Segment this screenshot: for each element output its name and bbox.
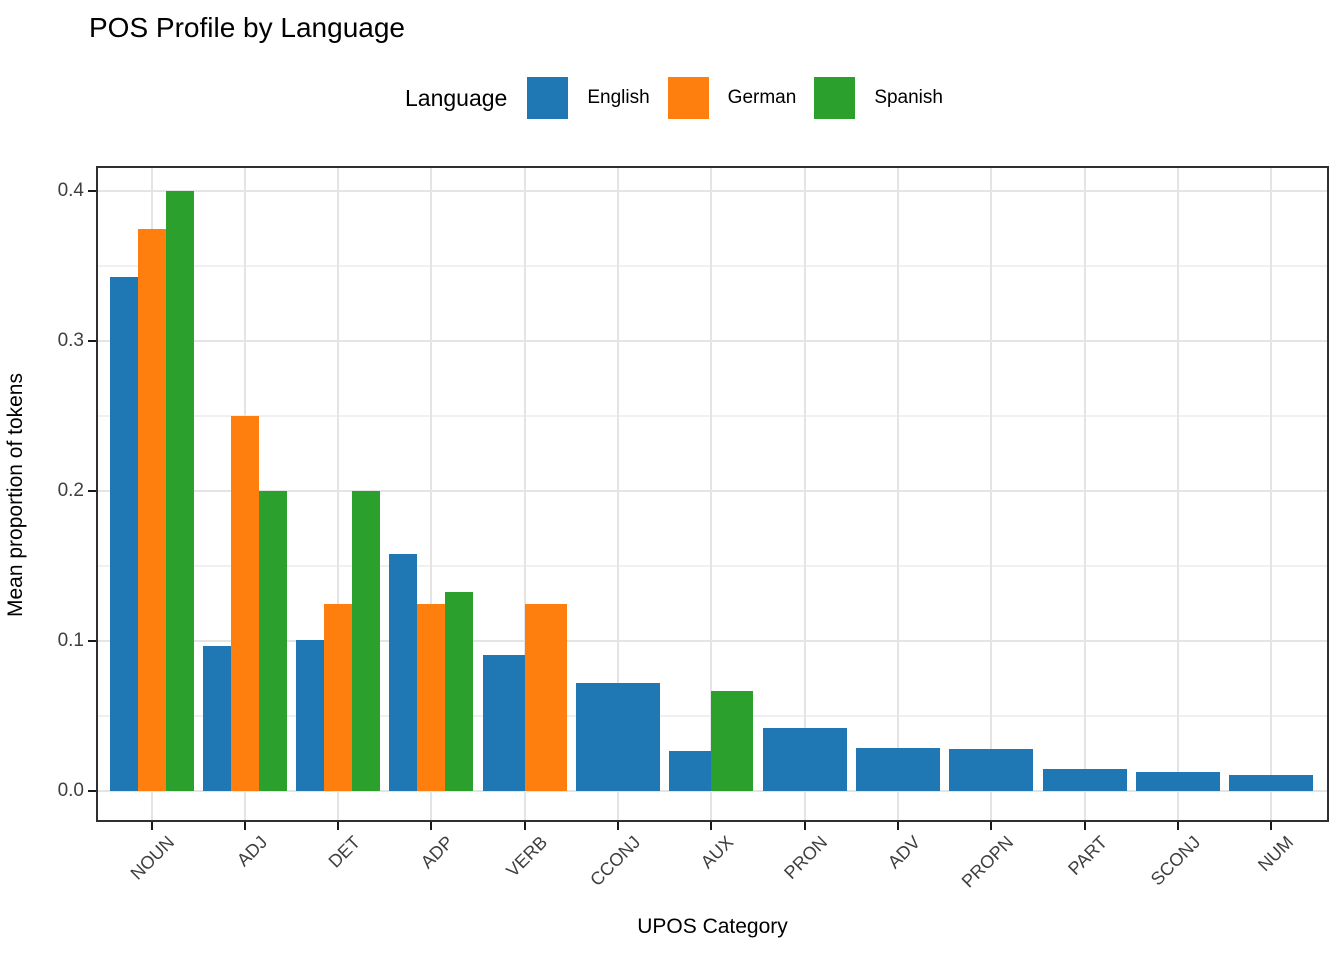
x-tick [150,822,153,830]
bar-noun-german [137,228,166,791]
legend-swatch-german [667,77,709,119]
y-tick-label: 0.4 [57,180,84,201]
bar-pron-english [762,728,847,791]
bar-det-spanish [352,491,381,791]
bar-adj-spanish [258,491,287,791]
y-tick-label: 0.1 [57,630,84,651]
bar-verb-english [482,654,525,791]
x-axis-title: UPOS Category [637,915,788,938]
gridline-major [98,340,1327,342]
gridline-major [98,640,1327,642]
y-tick-label: 0.3 [57,330,84,351]
bar-adj-german [230,416,259,791]
chart-title: POS Profile by Language [89,12,405,43]
y-tick-label: 0.2 [57,480,84,501]
y-tick [88,640,96,642]
legend-swatch-spanish [814,77,856,119]
bar-propn-english [949,749,1034,791]
legend-title: Language [405,84,508,111]
x-tick [617,822,619,830]
y-tick [88,790,96,792]
bar-adj-english [202,645,231,791]
x-tick [1083,822,1086,830]
x-tick [337,822,340,830]
bar-num-english [1229,774,1314,791]
bar-cconj-english [576,683,660,791]
legend-item-english: English [527,77,650,119]
gridline-minor [98,415,1327,417]
bar-aux-spanish [711,690,754,791]
gridline-minor [98,265,1327,267]
bar-adp-spanish [445,591,474,791]
y-tick [88,340,96,342]
gridline-major [98,190,1327,192]
bar-sconj-english [1135,771,1220,791]
gridline-major [98,790,1327,792]
y-tick-label: 0.0 [57,780,84,801]
legend-swatch-english [527,77,569,119]
y-tick [88,190,96,192]
legend-label-spanish: Spanish [874,87,943,108]
bar-noun-spanish [165,191,194,791]
x-tick [710,822,713,830]
legend-label-english: English [587,87,650,108]
legend: Language English German Spanish [405,72,943,124]
x-tick [990,822,993,830]
gridline-vertical [523,168,526,820]
legend-label-german: German [727,87,797,108]
plot-panel [96,166,1329,822]
gridline-vertical [1176,168,1179,820]
legend-item-spanish: Spanish [814,77,943,119]
gridline-vertical [990,168,993,820]
gridline-vertical [430,168,433,820]
gridline-major [98,490,1327,492]
gridline-vertical [1083,168,1086,820]
x-tick [430,822,433,830]
bar-aux-english [669,750,712,791]
x-tick [803,822,806,830]
x-tick [523,822,526,830]
bar-det-german [324,603,353,791]
bar-det-english [296,639,325,791]
gridline-vertical [710,168,713,820]
x-tick [1270,822,1273,830]
bar-noun-english [109,276,138,791]
bar-part-english [1042,768,1127,791]
bar-adp-german [417,603,446,791]
x-tick [243,822,246,830]
x-tick [896,822,899,830]
gridline-vertical [337,168,340,820]
bar-adp-english [389,554,418,791]
plot-area [98,168,1327,820]
gridline-vertical [803,168,806,820]
gridline-vertical [1270,168,1273,820]
gridline-vertical [896,168,899,820]
bar-adv-english [855,747,940,791]
y-tick [88,490,96,492]
legend-item-german: German [667,77,797,119]
bar-verb-german [524,603,567,791]
gridline-vertical [617,168,619,820]
x-tick [1176,822,1179,830]
gridline-minor [98,565,1327,567]
